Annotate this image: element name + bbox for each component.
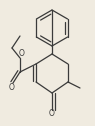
- Text: O: O: [19, 50, 25, 58]
- Text: O: O: [9, 83, 15, 91]
- Text: O: O: [49, 109, 55, 118]
